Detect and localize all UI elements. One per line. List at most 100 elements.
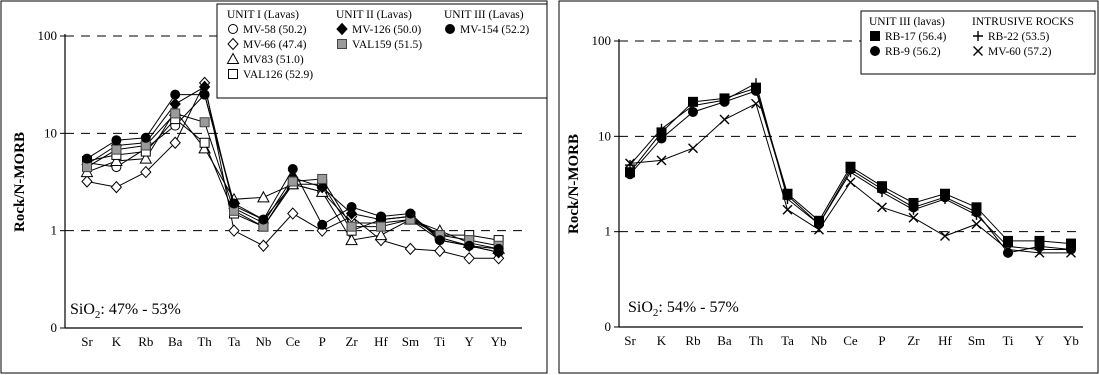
data-point: [656, 155, 667, 166]
data-point: [258, 214, 269, 225]
data-point: [139, 152, 153, 164]
data-point: [493, 243, 504, 254]
x-tick-label: Ti: [434, 334, 445, 349]
data-point: [170, 108, 181, 119]
y-axis-label: Rock/N-MORB: [12, 132, 28, 232]
annotation-subscript: 2: [95, 309, 101, 321]
data-point: [625, 158, 635, 169]
y-tick-label: 100: [38, 28, 58, 43]
legend-marker: [445, 24, 455, 34]
legend-entry: VAL126 (52.9): [243, 69, 313, 81]
data-point: [908, 204, 919, 215]
data-point: [376, 211, 386, 222]
legend-marker: [973, 46, 983, 56]
y-tick-label: 10: [44, 125, 57, 140]
legend-group-title: INTRUSIVE ROCKS: [972, 16, 1074, 28]
data-point: [317, 219, 328, 230]
x-tick-label: Rb: [138, 334, 153, 349]
legend-marker: [228, 69, 238, 79]
data-point: [719, 114, 730, 125]
legend-marker: [870, 31, 880, 41]
x-tick-label: Ta: [228, 334, 241, 349]
data-point: [625, 160, 635, 171]
data-point: [971, 209, 982, 220]
legend-marker: [336, 22, 348, 36]
data-point: [782, 204, 793, 215]
legend-entry: MV-154 (52.2): [460, 24, 529, 36]
data-point: [464, 240, 475, 251]
data-point: [199, 137, 210, 148]
legend-marker: [228, 24, 238, 34]
data-point: [1066, 247, 1076, 258]
legend-box: [216, 3, 548, 99]
data-point: [404, 242, 417, 256]
data-point: [110, 180, 123, 194]
x-tick-label: Sm: [968, 333, 985, 348]
data-point: [257, 190, 270, 203]
chart-frame: [558, 0, 1099, 374]
x-tick-label: Ce: [286, 334, 301, 349]
x-tick-label: Nb: [811, 333, 827, 348]
legend-entry: MV83 (51.0): [243, 54, 304, 66]
legend-marker: [973, 31, 983, 41]
legend-entry: MV-66 (47.4): [243, 39, 307, 51]
data-point: [169, 136, 181, 150]
legend-marker: [870, 46, 880, 56]
data-point: [908, 212, 919, 223]
legend-entry: RB-17 (56.4): [885, 31, 947, 43]
annotation-prefix: SiO: [628, 299, 653, 316]
data-point: [111, 144, 122, 155]
x-tick-label: K: [112, 334, 122, 349]
legend-marker: [227, 37, 239, 51]
data-point: [374, 228, 388, 241]
series-line: [629, 102, 1071, 254]
data-point: [110, 154, 123, 166]
chart-panel-right: 100 10 1 0 Sr K Rb Ba Th Ta Nb Ce P Zr Hf Sm Ti Y Yb Rock/N…: [558, 0, 1099, 375]
annotation-suffix: : 54% - 57%: [658, 299, 738, 316]
data-point: [376, 221, 386, 232]
series-2: [81, 76, 505, 265]
data-point: [971, 219, 982, 230]
legend-entry: MV-58 (50.2): [243, 24, 307, 36]
y-tick-label: 100: [592, 33, 612, 48]
x-tick-label: Hf: [938, 333, 952, 348]
chart-frame: [0, 0, 548, 374]
annotation-suffix: : 47% - 53%: [100, 301, 180, 318]
data-point: [287, 164, 298, 175]
legend-entry: RB-22 (53.5): [988, 31, 1050, 43]
legend-marker: [226, 52, 240, 64]
series-3: [625, 78, 1076, 255]
data-point: [317, 173, 328, 184]
data-point: [257, 239, 270, 252]
data-point: [199, 117, 210, 128]
data-point: [877, 202, 887, 213]
data-point: [345, 233, 358, 246]
x-tick-label: Zr: [907, 333, 920, 348]
data-point: [140, 132, 151, 143]
data-point: [1034, 247, 1045, 258]
legend-entry: MV-126 (50.0): [352, 24, 421, 36]
y-tick-label: 0: [51, 320, 58, 335]
series-7: [82, 89, 504, 254]
data-point: [845, 167, 856, 178]
data-point: [688, 100, 698, 111]
sio2-annotation: SiO2: 54% - 57%: [628, 299, 739, 319]
data-point: [751, 98, 761, 109]
legend-box: [860, 10, 1096, 75]
x-tick-label: Nb: [255, 334, 271, 349]
x-tick-label: Yb: [1063, 333, 1079, 348]
x-tick-label: P: [319, 334, 326, 349]
data-point: [656, 123, 667, 134]
x-tick-label: Y: [1035, 333, 1045, 348]
data-point: [656, 133, 667, 144]
legend-group-title: UNIT III (lavas): [869, 16, 945, 28]
data-point: [82, 162, 92, 173]
y-tick-label: 1: [51, 223, 58, 238]
x-tick-label: Sr: [624, 333, 636, 348]
data-point: [346, 202, 357, 213]
x-tick-label: Sr: [81, 334, 93, 349]
y-tick-label: 10: [598, 128, 611, 143]
annotation-prefix: SiO: [70, 301, 95, 318]
legend: UNIT III (lavas) RB-17 (56.4) RB-9 (56.2) I…: [860, 10, 1096, 75]
